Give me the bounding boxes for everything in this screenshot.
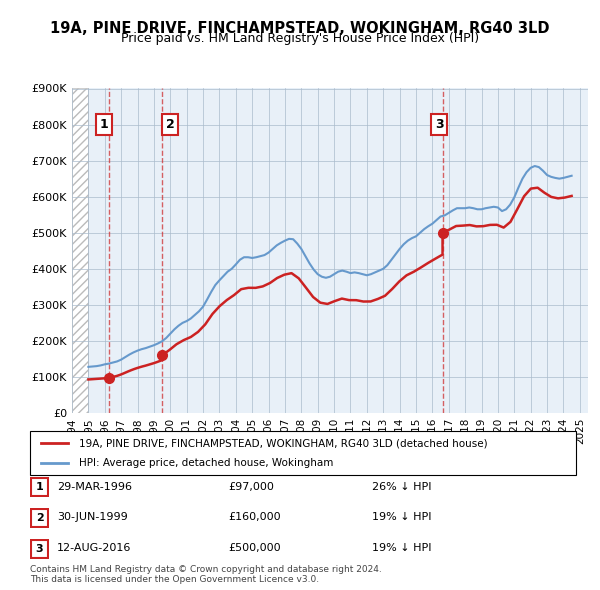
Text: 19A, PINE DRIVE, FINCHAMPSTEAD, WOKINGHAM, RG40 3LD: 19A, PINE DRIVE, FINCHAMPSTEAD, WOKINGHA… (50, 21, 550, 35)
Bar (72, 88, 88, 413)
Text: 1: 1 (36, 483, 43, 492)
FancyBboxPatch shape (31, 478, 48, 496)
Text: £500,000: £500,000 (228, 543, 281, 553)
FancyBboxPatch shape (30, 431, 576, 475)
Text: £160,000: £160,000 (228, 513, 281, 522)
Text: 3: 3 (435, 118, 443, 131)
Text: 2: 2 (166, 118, 175, 131)
Text: 1: 1 (100, 118, 108, 131)
Text: HPI: Average price, detached house, Wokingham: HPI: Average price, detached house, Woki… (79, 458, 334, 467)
Text: 30-JUN-1999: 30-JUN-1999 (57, 513, 128, 522)
Text: 19A, PINE DRIVE, FINCHAMPSTEAD, WOKINGHAM, RG40 3LD (detached house): 19A, PINE DRIVE, FINCHAMPSTEAD, WOKINGHA… (79, 438, 488, 448)
Bar (72, 88, 88, 413)
FancyBboxPatch shape (31, 540, 48, 558)
Text: Price paid vs. HM Land Registry's House Price Index (HPI): Price paid vs. HM Land Registry's House … (121, 32, 479, 45)
Text: 3: 3 (36, 544, 43, 553)
Text: Contains HM Land Registry data © Crown copyright and database right 2024.
This d: Contains HM Land Registry data © Crown c… (30, 565, 382, 584)
Text: 26% ↓ HPI: 26% ↓ HPI (372, 482, 431, 491)
Text: 29-MAR-1996: 29-MAR-1996 (57, 482, 132, 491)
Text: 19% ↓ HPI: 19% ↓ HPI (372, 543, 431, 553)
Text: 19% ↓ HPI: 19% ↓ HPI (372, 513, 431, 522)
FancyBboxPatch shape (31, 509, 48, 527)
Text: £97,000: £97,000 (228, 482, 274, 491)
Text: 2: 2 (36, 513, 43, 523)
Text: 12-AUG-2016: 12-AUG-2016 (57, 543, 131, 553)
